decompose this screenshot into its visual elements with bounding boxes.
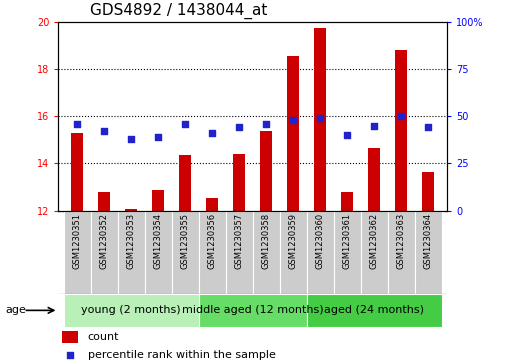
Point [100, 129, 108, 134]
Point [73, 121, 81, 127]
Bar [307, 211, 334, 294]
Text: GDS4892 / 1438044_at: GDS4892 / 1438044_at [89, 3, 267, 19]
Bar [64, 211, 91, 294]
Bar [226, 211, 253, 294]
Text: GSM1230351: GSM1230351 [73, 213, 82, 269]
Bar [125, 209, 137, 211]
Text: count: count [87, 332, 119, 342]
Bar [179, 155, 192, 211]
Bar [118, 211, 145, 294]
Point [343, 132, 351, 138]
Bar [280, 211, 307, 294]
Point [289, 117, 297, 123]
Point [316, 115, 324, 121]
Bar [361, 211, 388, 294]
Text: GSM1230353: GSM1230353 [127, 213, 136, 269]
Bar [62, 331, 78, 343]
Point [262, 121, 270, 127]
Bar [341, 192, 353, 211]
Text: GSM1230363: GSM1230363 [397, 213, 406, 269]
Text: GSM1230361: GSM1230361 [343, 213, 352, 269]
Text: percentile rank within the sample: percentile rank within the sample [87, 350, 275, 360]
Text: GSM1230364: GSM1230364 [424, 213, 433, 269]
Text: aged (24 months): aged (24 months) [324, 305, 424, 315]
Text: GSM1230352: GSM1230352 [100, 213, 109, 269]
Point [127, 136, 135, 142]
Text: GSM1230360: GSM1230360 [315, 213, 325, 269]
Bar [91, 211, 118, 294]
Bar [199, 211, 226, 294]
Bar [260, 131, 272, 211]
Bar [368, 148, 380, 211]
Bar [395, 50, 407, 211]
Point [66, 352, 74, 358]
Bar [71, 132, 83, 211]
Bar [287, 56, 299, 211]
Text: young (2 months): young (2 months) [81, 305, 181, 315]
Point [181, 121, 189, 127]
Bar [64, 294, 199, 327]
Bar [206, 197, 218, 211]
Point [424, 125, 432, 130]
Bar [388, 211, 415, 294]
Bar [233, 154, 245, 211]
Point [208, 130, 216, 136]
Point [370, 123, 378, 129]
Text: age: age [5, 305, 26, 315]
Bar [145, 211, 172, 294]
Bar [152, 191, 165, 211]
Bar [314, 28, 326, 211]
Bar [172, 211, 199, 294]
Text: GSM1230355: GSM1230355 [181, 213, 190, 269]
Text: GSM1230356: GSM1230356 [208, 213, 217, 269]
Bar [415, 211, 441, 294]
Bar [334, 211, 361, 294]
Point [154, 134, 163, 140]
Point [235, 125, 243, 130]
Text: GSM1230362: GSM1230362 [370, 213, 378, 269]
Bar [253, 211, 280, 294]
Text: GSM1230354: GSM1230354 [154, 213, 163, 269]
Point [397, 113, 405, 119]
Text: GSM1230357: GSM1230357 [235, 213, 244, 269]
Bar [307, 294, 441, 327]
Bar [199, 294, 307, 327]
Text: middle aged (12 months): middle aged (12 months) [182, 305, 324, 315]
Text: GSM1230359: GSM1230359 [289, 213, 298, 269]
Bar [422, 172, 434, 211]
Text: GSM1230358: GSM1230358 [262, 213, 271, 269]
Bar [98, 192, 110, 211]
